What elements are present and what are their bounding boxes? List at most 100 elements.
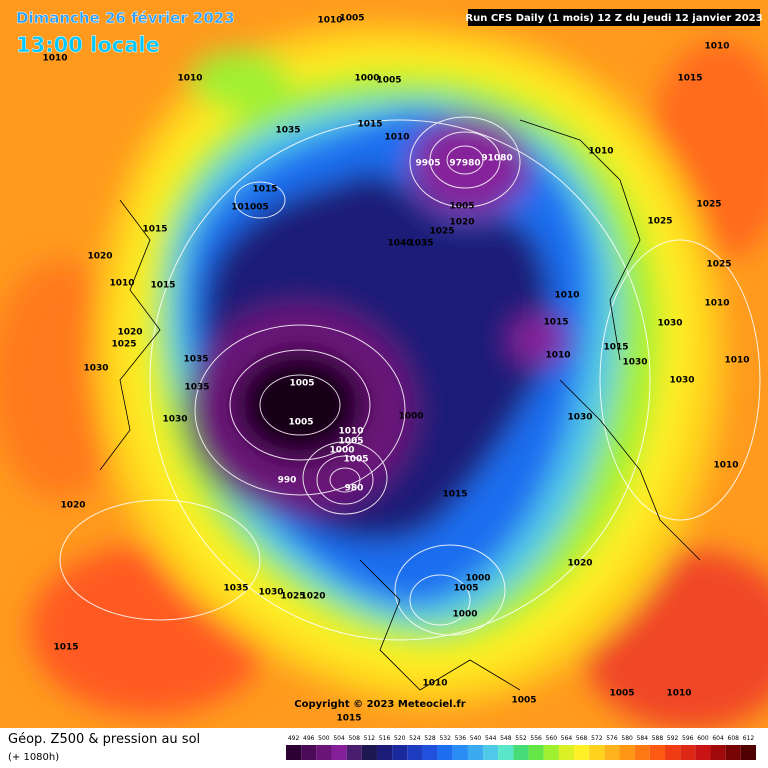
isobar-label: 1005 [339, 14, 364, 24]
legend-swatch [513, 745, 529, 760]
legend-swatch [361, 745, 377, 760]
legend-tick: 580 [621, 735, 633, 742]
legend-swatch [331, 745, 347, 760]
isobar-label: 1030 [162, 415, 187, 425]
legend-tick: 584 [637, 735, 649, 742]
legend-swatch [407, 745, 423, 760]
copyright: Copyright © 2023 Meteociel.fr [294, 699, 465, 710]
isobar-label: 1000 [329, 446, 354, 456]
legend-title: Géop. Z500 & pression au sol [8, 732, 200, 747]
isobar-label: 1025 [429, 227, 454, 237]
isobar-label: 1005 [338, 437, 363, 447]
isobar-label: 1000 [398, 412, 423, 422]
isobar-label: 1020 [60, 501, 85, 511]
time: 13:00 locale [16, 33, 160, 57]
legend-swatch [392, 745, 408, 760]
legend-tick: 516 [379, 735, 391, 742]
legend-tick: 496 [303, 735, 315, 742]
isobar-label: 1020 [300, 592, 325, 602]
legend-tick: 536 [455, 735, 467, 742]
legend-tick: 572 [591, 735, 603, 742]
isobar-label: 1035 [223, 584, 248, 594]
legend-swatch [695, 745, 711, 760]
legend-swatch [483, 745, 499, 760]
legend-swatch [725, 745, 741, 760]
isobar-label: 1015 [357, 120, 382, 130]
legend-swatch [634, 745, 650, 760]
legend-tick: 592 [667, 735, 679, 742]
legend-swatch [301, 745, 317, 760]
isobar-label: 1005 [511, 696, 536, 706]
isobar-label: 1015 [142, 225, 167, 235]
isobar-label: 1000 [465, 574, 490, 584]
isobar-label: 1020 [449, 218, 474, 228]
isobar-label: 1035 [184, 383, 209, 393]
legend-swatch [665, 745, 681, 760]
isobar-label: 101005 [231, 203, 269, 213]
isobar-label: 91080 [481, 154, 512, 164]
legend-tick: 604 [712, 735, 724, 742]
legend-tick: 612 [743, 735, 755, 742]
isobar-label: 1015 [442, 490, 467, 500]
legend-swatch [604, 745, 620, 760]
isobar-label: 1005 [289, 379, 314, 389]
legend-swatch [558, 745, 575, 760]
isobar-label: 1005 [343, 455, 368, 465]
isobar-label: 1005 [449, 202, 474, 212]
isobar-label: 1035 [408, 239, 433, 249]
isobar-label: 1010 [713, 461, 738, 471]
isobar-label: 1010 [42, 54, 67, 64]
isobar-label: 1025 [647, 217, 672, 227]
legend-tick: 520 [394, 735, 406, 742]
isobar-label: 1040 [387, 239, 412, 249]
legend-tick: 576 [606, 735, 618, 742]
isobar-label: 1020 [87, 252, 112, 262]
legend-swatch [740, 745, 756, 760]
isobar-label: 990 [278, 476, 297, 486]
isobar-label: 1015 [53, 643, 78, 653]
legend-tick: 524 [409, 735, 421, 742]
isobar-label: 1020 [567, 559, 592, 569]
isobar-label: 1015 [543, 318, 568, 328]
legend-swatch [498, 745, 514, 760]
legend-tick: 504 [333, 735, 345, 742]
isobar-label: 1010 [109, 279, 134, 289]
isobar-label: 1025 [706, 260, 731, 270]
legend-tick: 512 [364, 735, 376, 742]
isobar-label: 1025 [111, 340, 136, 350]
isobar-label: 1025 [280, 592, 305, 602]
legend-swatch [316, 745, 332, 760]
isobar-label: 1005 [288, 418, 313, 428]
isobar-label: 97980 [449, 159, 480, 169]
isobar-label: 1030 [567, 413, 592, 423]
isobar-label: 1015 [336, 714, 361, 724]
legend-tick: 508 [348, 735, 360, 742]
legend-tick: 560 [546, 735, 558, 742]
isobar-label: 9905 [415, 159, 440, 169]
legend-swatch [680, 745, 696, 760]
legend-tick: 548 [500, 735, 512, 742]
legend-lead: (+ 1080h) [8, 752, 59, 763]
legend-swatch [467, 745, 484, 760]
isobar-label: 1035 [183, 355, 208, 365]
legend-swatch [543, 745, 559, 760]
legend-tick: 568 [576, 735, 588, 742]
legend-tick: 600 [697, 735, 709, 742]
legend-swatch [437, 745, 453, 760]
legend-swatch [528, 745, 544, 760]
legend-tick: 608 [728, 735, 740, 742]
isobar-label: 1030 [622, 358, 647, 368]
legend-tick: 528 [424, 735, 436, 742]
legend-swatch [286, 745, 302, 760]
isobar-label: 1010 [554, 291, 579, 301]
legend-swatch [422, 745, 438, 760]
isobar-label: 1005 [609, 689, 634, 699]
isobar-label: 980 [345, 484, 364, 494]
isobar-label: 1020 [117, 328, 142, 338]
isobar-label: 1000 [354, 74, 379, 84]
isobar-label: 1030 [83, 364, 108, 374]
isobar-label: 1010 [588, 147, 613, 157]
